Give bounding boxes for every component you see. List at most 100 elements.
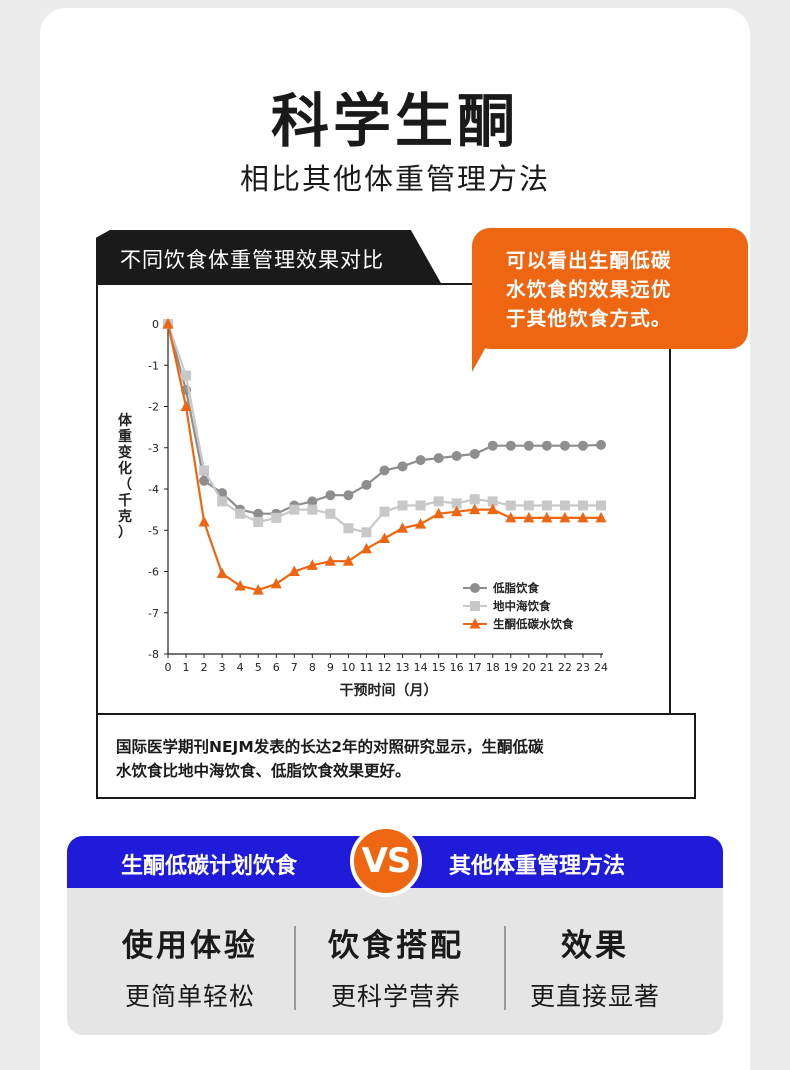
- series-1-point: [307, 496, 318, 507]
- series-3-point: [162, 318, 174, 329]
- series-1-point: [379, 465, 390, 476]
- page-subtitle: 相比其他体重管理方法: [239, 162, 550, 196]
- series-1-point: [199, 475, 210, 486]
- x-tick-label: 12: [378, 661, 392, 674]
- x-tick-label: 6: [273, 661, 280, 674]
- study-note: 国际医学期刊NEJM发表的长达2年的对照研究显示，生酮低碳 水饮食比地中海饮食、…: [96, 713, 696, 799]
- y-tick-label: -3: [148, 442, 159, 455]
- x-tick-label: 13: [396, 661, 410, 674]
- x-tick-label: 23: [576, 661, 590, 674]
- series-2-point: [199, 465, 210, 476]
- series-1-point: [596, 439, 606, 450]
- column-heading: 效果: [561, 928, 629, 964]
- vs-badge: VS: [350, 825, 422, 897]
- legend-marker: [469, 618, 481, 629]
- legend-label: 生酮低碳水饮食: [493, 617, 574, 631]
- column-text: 更直接显著: [529, 982, 660, 1011]
- keto-plan-label: 生酮低碳计划饮食: [121, 854, 298, 879]
- series-1-point: [559, 440, 570, 451]
- x-tick-label: 1: [183, 661, 190, 674]
- series-3-point: [360, 542, 372, 554]
- x-tick-label: 4: [237, 661, 244, 674]
- y-axis-label: 体重变化（千克）: [118, 412, 133, 541]
- y-tick-label: -1: [148, 359, 159, 372]
- series-1-point: [487, 440, 498, 451]
- x-tick-label: 7: [291, 661, 298, 674]
- x-tick-label: 2: [201, 661, 208, 674]
- legend-marker: [470, 583, 480, 593]
- column-heading: 饮食搭配: [328, 928, 464, 964]
- series-2-point: [559, 500, 570, 511]
- x-tick-label: 10: [341, 661, 355, 674]
- series-3-point: [180, 400, 192, 411]
- series-2-point: [289, 504, 300, 515]
- x-tick-label: 17: [468, 661, 482, 674]
- column-text: 更科学营养: [330, 982, 461, 1011]
- column-text: 更简单轻松: [124, 982, 255, 1011]
- y-tick-label: 0: [152, 318, 159, 331]
- series-2-point: [469, 494, 480, 505]
- series-2-point: [307, 504, 318, 515]
- callout-bubble: 可以看出生酮低碳 水饮食的效果远优 于其他饮食方式。: [472, 228, 748, 349]
- series-3-point: [523, 511, 535, 523]
- series-1-point: [577, 440, 588, 451]
- page-title: 科学生酮: [270, 87, 519, 155]
- comparison-column-experience: 使用体验 更简单轻松: [85, 920, 295, 1013]
- study-note-line-1: 国际医学期刊NEJM发表的长达2年的对照研究显示，生酮低碳: [116, 738, 544, 756]
- x-tick-label: 8: [309, 661, 316, 674]
- chart-panel: 0 -1 -2 -3 -4 -5 -6 -7 -8 0 1 2 3 4 5 6 7 8 9 10 11 12 13 14 15 1…: [96, 283, 671, 717]
- series-2-point: [487, 496, 498, 507]
- legend-label: 地中海饮食: [493, 599, 551, 613]
- series-3-point: [487, 503, 499, 515]
- series-1-point: [433, 453, 444, 464]
- series-3-point: [397, 522, 409, 533]
- series-1-point: [397, 461, 408, 472]
- series-3-point: [198, 516, 210, 527]
- series-2-point: [505, 500, 516, 511]
- x-tick-label: 0: [165, 661, 172, 674]
- series-3-point: [559, 511, 571, 523]
- series-3-point: [234, 579, 246, 591]
- series-3-point: [216, 567, 228, 579]
- x-tick-label: 19: [504, 661, 518, 674]
- x-tick-label: 9: [327, 661, 334, 674]
- x-tick-label: 24: [594, 661, 608, 674]
- y-tick-label: -2: [148, 401, 159, 414]
- series-1-point: [523, 440, 534, 451]
- y-tick-label: -4: [148, 483, 159, 496]
- series-3-point: [469, 503, 481, 515]
- x-tick-label: 21: [540, 661, 554, 674]
- series-2-point: [181, 370, 192, 381]
- series-1-point: [325, 490, 336, 501]
- x-tick-label: 22: [558, 661, 572, 674]
- callout-line-2: 水饮食的效果远优: [506, 278, 672, 301]
- series-3-point: [505, 511, 517, 523]
- series-2-point: [451, 498, 462, 509]
- series-2-point: [343, 523, 354, 534]
- series-line-1: [166, 323, 602, 515]
- series-3-point: [577, 511, 589, 523]
- x-tick-label: 18: [486, 661, 500, 674]
- series-3-point: [595, 511, 607, 523]
- series-1-point: [415, 455, 426, 466]
- series-1-point: [253, 508, 264, 519]
- other-methods-label: 其他体重管理方法: [449, 854, 626, 879]
- series-1-point: [451, 451, 462, 461]
- series-2-point: [271, 512, 282, 523]
- series-1-point: [505, 440, 516, 451]
- y-tick-label: -7: [148, 607, 159, 620]
- comparison-column-diet: 饮食搭配 更科学营养: [291, 920, 501, 1013]
- series-2-point: [541, 500, 552, 511]
- series-line-2: [166, 323, 601, 534]
- weight-change-chart: 0-1-2-3-4-5-6-7-80 1 2 3 4 5 6 7 8 9 10 11 12 13 14 15 1…: [118, 318, 608, 699]
- series-3-point: [306, 559, 318, 570]
- series-2-point: [577, 500, 588, 511]
- series-1-point: [343, 490, 354, 501]
- series-2-point: [235, 508, 246, 519]
- series-1-point: [361, 479, 372, 490]
- series-1-point: [469, 448, 480, 459]
- x-tick-label: 20: [522, 661, 536, 674]
- series-3-point: [288, 565, 300, 576]
- x-tick-label: 5: [255, 661, 262, 674]
- series-3-point: [541, 511, 553, 523]
